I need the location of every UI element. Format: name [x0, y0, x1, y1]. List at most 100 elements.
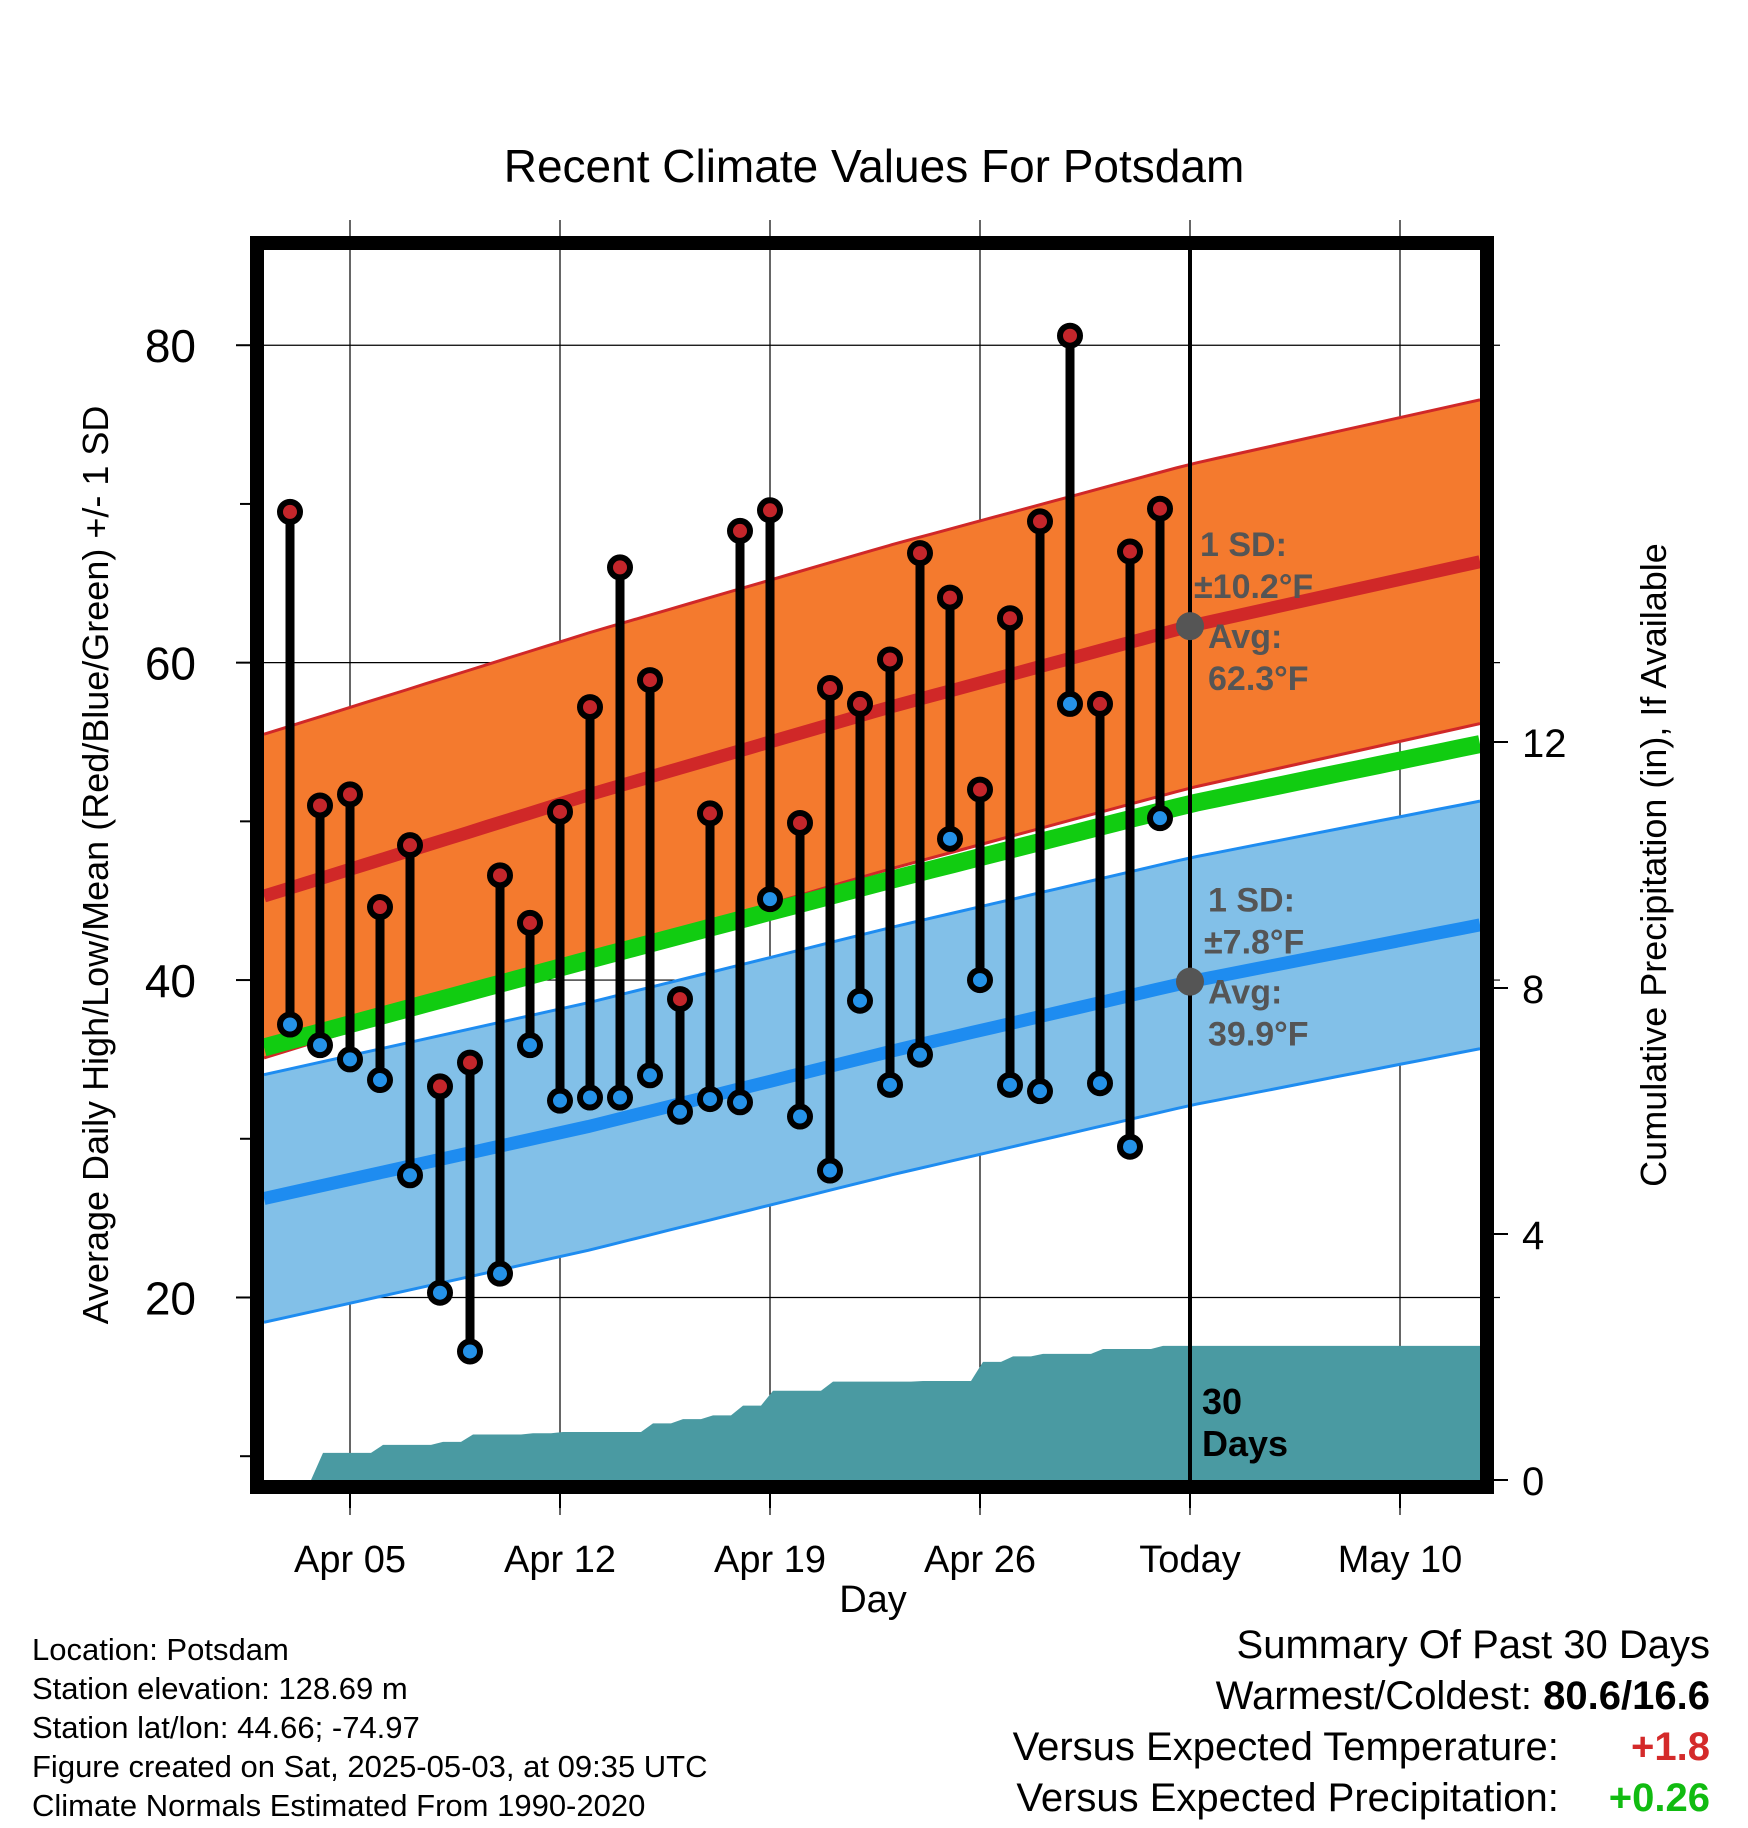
- y2-tick-label-3: 12: [1522, 722, 1567, 766]
- low-point-13: [637, 1062, 663, 1089]
- low-point-20: [847, 987, 873, 1014]
- low-point-27: [1057, 690, 1083, 717]
- high-point-15: [697, 800, 723, 827]
- cumulative-precip-area: [264, 1345, 1480, 1480]
- station-info: Location: Potsdam Station elevation: 128…: [32, 1630, 708, 1825]
- high-point-5: [397, 832, 423, 859]
- daily-range-stems: [285, 335, 1165, 1352]
- low-point-10: [547, 1087, 573, 1114]
- low-point-12: [607, 1084, 633, 1111]
- high-point-19: [817, 675, 843, 702]
- normal-annotations: 1 SD: ±10.2°F Avg: 62.3°F 1 SD: ±7.8°F Avg: 39.…: [1176, 526, 1313, 1464]
- latlon-text: Station lat/lon: 44.66; -74.97: [32, 1710, 420, 1745]
- x-tick-label-3: Apr 26: [924, 1539, 1036, 1581]
- low-point-2: [307, 1032, 333, 1059]
- high-avg-dot: [1176, 612, 1204, 641]
- high-sd-value: ±10.2°F: [1194, 568, 1313, 606]
- low-point-25: [997, 1071, 1023, 1098]
- low-sd-label: 1 SD:: [1208, 882, 1295, 920]
- high-band-upper-edge: [264, 398, 1480, 736]
- normals-text: Climate Normals Estimated From 1990-2020: [32, 1788, 646, 1823]
- low-point-11: [577, 1084, 603, 1111]
- low-avg-label: Avg:: [1208, 974, 1282, 1012]
- low-point-26: [1027, 1078, 1053, 1105]
- high-point-8: [487, 862, 513, 889]
- climate-chart: Recent Climate Values For Potsdam 1 SD: ±…: [75, 140, 1674, 1620]
- low-point-30: [1147, 805, 1173, 832]
- summary-precip-row: Versus Expected Precipitation: +0.26: [1013, 1773, 1710, 1824]
- high-point-23: [937, 584, 963, 611]
- high-point-14: [667, 986, 693, 1013]
- low-point-19: [817, 1157, 843, 1184]
- low-sd-value: ±7.8°F: [1204, 924, 1304, 962]
- x-axis-label: Day: [839, 1579, 907, 1620]
- low-point-7: [457, 1338, 483, 1365]
- high-point-24: [967, 776, 993, 803]
- high-point-20: [847, 690, 873, 717]
- low-band-upper-edge: [264, 799, 1480, 1077]
- low-point-29: [1117, 1133, 1143, 1160]
- period-unit-label: Days: [1202, 1423, 1288, 1464]
- x-tick-label-1: Apr 12: [504, 1539, 616, 1581]
- low-point-23: [937, 825, 963, 852]
- y2-axis-label: Cumulative Precipitation (in), If Availa…: [1633, 543, 1674, 1187]
- precipitation-layer: [264, 1345, 1480, 1480]
- y-tick-label-3: 80: [145, 320, 196, 372]
- precip-label: Versus Expected Precipitation:: [1016, 1776, 1559, 1820]
- extremes-value: 80.6/16.6: [1543, 1674, 1710, 1718]
- x-tick-label-5: May 10: [1338, 1539, 1463, 1581]
- low-avg-value: 39.9°F: [1208, 1016, 1309, 1054]
- temp-label: Versus Expected Temperature:: [1012, 1725, 1559, 1769]
- low-point-9: [517, 1032, 543, 1059]
- low-point-5: [397, 1162, 423, 1189]
- high-point-17: [757, 497, 783, 524]
- high-avg-label: Avg:: [1208, 618, 1282, 656]
- location-text: Location: Potsdam: [32, 1632, 289, 1667]
- high-point-3: [337, 781, 363, 808]
- y-tick-label-2: 60: [145, 638, 196, 690]
- high-point-1: [277, 498, 303, 525]
- high-normal-line: [264, 555, 1480, 903]
- daily-markers: [277, 322, 1173, 1365]
- low-point-21: [877, 1071, 903, 1098]
- x-tick-label-4: Today: [1139, 1539, 1240, 1581]
- low-point-4: [367, 1067, 393, 1094]
- high-point-28: [1087, 690, 1113, 717]
- low-point-1: [277, 1011, 303, 1038]
- high-point-21: [877, 646, 903, 673]
- elevation-text: Station elevation: 128.69 m: [32, 1671, 408, 1706]
- low-point-22: [907, 1041, 933, 1068]
- high-point-6: [427, 1073, 453, 1100]
- low-point-3: [337, 1046, 363, 1073]
- plot-frame: [250, 236, 1494, 1494]
- normal-bands: [264, 398, 1480, 1324]
- extremes-label: Warmest/Coldest:: [1215, 1674, 1533, 1718]
- high-point-16: [727, 517, 753, 544]
- created-text: Figure created on Sat, 2025-05-03, at 09…: [32, 1749, 708, 1784]
- x-tick-label-0: Apr 05: [294, 1539, 406, 1581]
- low-point-17: [757, 886, 783, 913]
- temp-value: +1.8: [1631, 1725, 1710, 1769]
- high-point-22: [907, 540, 933, 567]
- y-tick-label-0: 20: [145, 1272, 196, 1324]
- low-point-28: [1087, 1070, 1113, 1097]
- y2-tick-label-2: 8: [1522, 968, 1544, 1012]
- high-point-13: [637, 667, 663, 694]
- high-point-4: [367, 894, 393, 921]
- y2-tick-label-0: 0: [1522, 1460, 1544, 1504]
- low-point-14: [667, 1098, 693, 1125]
- high-avg-value: 62.3°F: [1208, 660, 1309, 698]
- y-axis-label: Average Daily High/Low/Mean (Red/Blue/Gr…: [75, 406, 116, 1325]
- summary-temp-row: Versus Expected Temperature: +1.8: [1013, 1722, 1710, 1773]
- summary-title: Summary Of Past 30 Days: [1236, 1623, 1710, 1667]
- high-point-26: [1027, 508, 1053, 535]
- low-point-6: [427, 1279, 453, 1306]
- high-point-29: [1117, 538, 1143, 565]
- summary-panel: Summary Of Past 30 Days Warmest/Coldest:…: [1013, 1620, 1710, 1824]
- low-avg-dot: [1176, 967, 1204, 996]
- high-point-12: [607, 554, 633, 581]
- high-point-11: [577, 694, 603, 721]
- high-sd-label: 1 SD:: [1200, 526, 1287, 564]
- high-point-9: [517, 909, 543, 936]
- low-point-18: [787, 1103, 813, 1130]
